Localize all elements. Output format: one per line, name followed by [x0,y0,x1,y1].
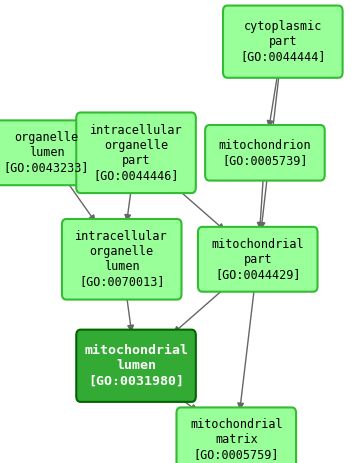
Text: mitochondrial
matrix
[GO:0005759]: mitochondrial matrix [GO:0005759] [190,419,282,461]
FancyBboxPatch shape [62,219,182,300]
Text: mitochondrial
lumen
[GO:0031980]: mitochondrial lumen [GO:0031980] [84,344,188,387]
FancyBboxPatch shape [205,125,325,181]
FancyBboxPatch shape [76,113,196,193]
Text: intracellular
organelle
lumen
[GO:0070013]: intracellular organelle lumen [GO:007001… [76,230,168,288]
FancyBboxPatch shape [223,6,343,78]
Text: mitochondrion
[GO:0005739]: mitochondrion [GO:0005739] [219,139,311,167]
FancyBboxPatch shape [176,407,296,463]
FancyBboxPatch shape [76,330,196,402]
FancyBboxPatch shape [198,227,318,292]
Text: mitochondrial
part
[GO:0044429]: mitochondrial part [GO:0044429] [212,238,304,281]
Text: intracellular
organelle
part
[GO:0044446]: intracellular organelle part [GO:0044446… [90,124,182,182]
FancyBboxPatch shape [0,120,106,185]
Text: organelle
lumen
[GO:0043233]: organelle lumen [GO:0043233] [4,131,89,174]
Text: cytoplasmic
part
[GO:0044444]: cytoplasmic part [GO:0044444] [240,20,325,63]
